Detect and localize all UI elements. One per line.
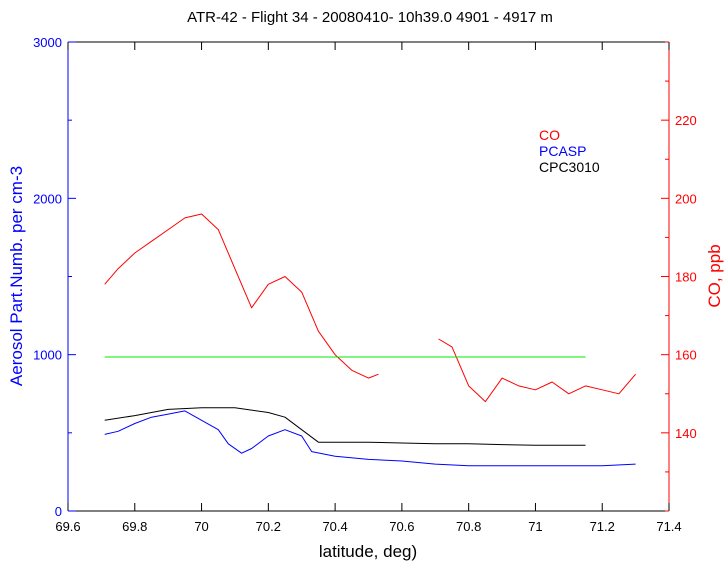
legend-entry-co: CO <box>539 127 560 143</box>
x-tick-label: 70.2 <box>256 519 281 534</box>
y-left-axis-label: Aerosol Part.Numb. per cm-3 <box>7 166 26 386</box>
series-co <box>104 213 636 403</box>
x-tick-label: 70.6 <box>389 519 414 534</box>
x-tick-label: 70 <box>194 519 208 534</box>
x-tick-label: 71.4 <box>656 519 681 534</box>
y-right-ticks: 140 160 180 200 220 <box>661 41 697 512</box>
y-left-tick-label: 0 <box>55 504 62 519</box>
x-tick-label: 69.6 <box>55 519 80 534</box>
y-right-tick-label: 180 <box>675 270 697 285</box>
y-left-tick-label: 3000 <box>33 35 62 50</box>
y-right-axis-label: CO, ppb <box>705 244 724 307</box>
chart-title: ATR-42 - Flight 34 - 20080410- 10h39.0 4… <box>187 9 553 26</box>
y-right-tick-label: 140 <box>675 426 697 441</box>
legend: CO PCASP CPC3010 <box>539 127 600 175</box>
y-left-ticks: 0 1000 2000 3000 <box>33 35 76 519</box>
series-line-cpc3010 <box>104 407 586 446</box>
y-left-tick-label: 1000 <box>33 348 62 363</box>
x-axis-label: latitude, deg) <box>319 542 417 561</box>
y-right-tick-label: 220 <box>675 113 697 128</box>
x-tick-label: 70.4 <box>322 519 347 534</box>
y-left-tick-label: 2000 <box>33 191 62 206</box>
x-tick-label: 69.8 <box>122 519 147 534</box>
legend-entry-cpc3010: CPC3010 <box>539 159 600 175</box>
x-tick-label: 71 <box>528 519 542 534</box>
series-layer <box>104 213 636 467</box>
legend-entry-pcasp: PCASP <box>539 143 586 159</box>
series-cpc3010 <box>104 407 586 446</box>
x-tick-label: 70.8 <box>456 519 481 534</box>
series-line-co <box>438 338 636 403</box>
y-right-tick-label: 200 <box>675 191 697 206</box>
series-line-pcasp <box>104 410 636 467</box>
series-pcasp <box>104 410 636 467</box>
series-line-co <box>104 213 379 379</box>
x-tick-label: 71.2 <box>590 519 615 534</box>
y-right-tick-label: 160 <box>675 348 697 363</box>
x-ticks: 69.6 69.8 70 70.2 70.4 70.6 70.8 71 71.2 71.4 <box>55 42 682 534</box>
